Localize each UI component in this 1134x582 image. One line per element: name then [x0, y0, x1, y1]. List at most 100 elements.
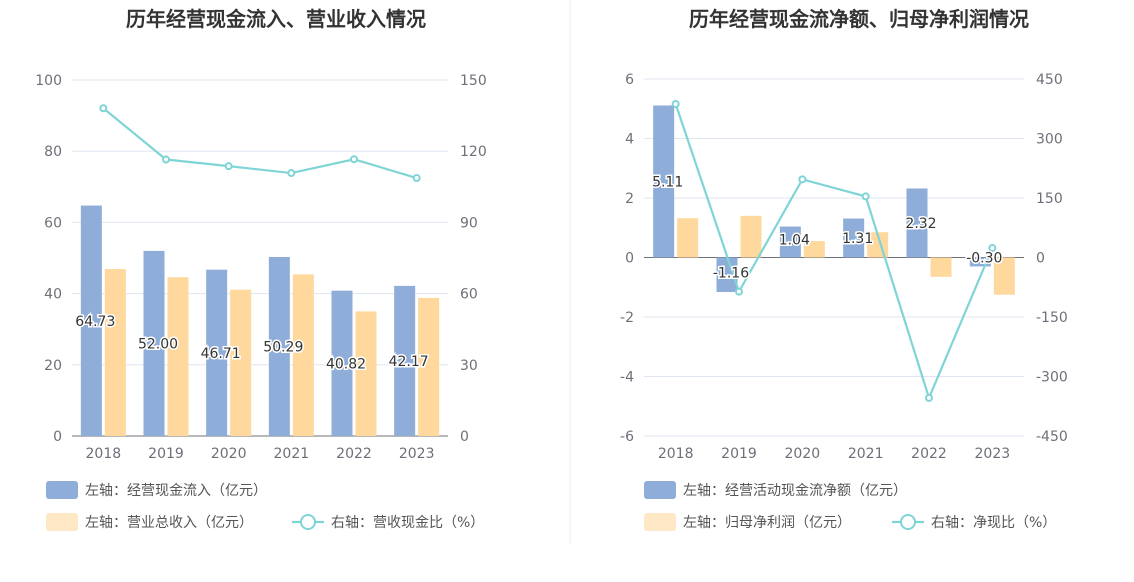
- y-left-tick-label: 60: [44, 215, 62, 231]
- y-right-tick-label: -150: [1036, 310, 1068, 326]
- y-left-tick-label: 0: [53, 429, 62, 445]
- bar-value-label: 42.17: [389, 354, 429, 370]
- legend-label: 右轴：净现比（%）: [931, 515, 1056, 531]
- bar-primary: [206, 269, 228, 436]
- y-left-tick-label: 20: [44, 358, 62, 374]
- line-series: [674, 103, 994, 402]
- y-right-tick-label: 90: [460, 215, 478, 231]
- y-left-tick-label: 6: [625, 72, 634, 88]
- legend-label: 右轴：营收现金比（%）: [331, 515, 484, 531]
- line-point: [99, 104, 108, 113]
- bar-secondary: [104, 269, 126, 436]
- legend-bar-swatch: [644, 513, 676, 531]
- legend-line-marker: [900, 514, 916, 530]
- line-point: [350, 155, 358, 164]
- x-tick-label: 2022: [911, 446, 947, 462]
- x-tick-label: 2023: [399, 446, 435, 462]
- y-right-tick-label: 300: [1036, 132, 1063, 148]
- line-point: [798, 175, 807, 184]
- x-tick-label: 2019: [721, 446, 757, 462]
- bar-value-label: 1.31: [842, 231, 873, 247]
- line-point: [412, 174, 421, 183]
- chart-2: 历年经营现金流净额、归母净利润情况 -6 -4 -2 0 2 4 6 -450 -300 -150 0…: [620, 7, 1068, 531]
- line-point: [287, 169, 296, 178]
- bar-primary: [906, 188, 928, 258]
- line-point: [162, 155, 170, 164]
- y-right-tick-label: 150: [460, 73, 487, 89]
- bar-value-label: 52.00: [138, 336, 178, 352]
- bar-value-label: -1.16: [713, 266, 749, 282]
- bar-primary: [80, 205, 102, 436]
- x-tick-label: 2020: [785, 446, 821, 462]
- bar-secondary: [230, 289, 252, 436]
- bar-primary: [779, 226, 801, 258]
- bar-secondary: [803, 241, 825, 258]
- bar-primary: [969, 257, 991, 267]
- y-left-tick-label: 2: [625, 191, 634, 207]
- bar-primary: [268, 256, 290, 436]
- y-right-tick-label: 0: [1036, 251, 1045, 267]
- bar-secondary: [677, 218, 699, 258]
- bar-primary: [843, 218, 865, 258]
- y-right-tick-label: 150: [1036, 191, 1063, 207]
- legend-label: 左轴：归母净利润（亿元）: [683, 514, 851, 531]
- legend-bar-swatch: [644, 481, 676, 499]
- y-left-tick-label: -4: [620, 370, 634, 386]
- line-point: [671, 99, 680, 108]
- y-left-tick-label: -6: [620, 429, 634, 445]
- line-point: [735, 287, 743, 296]
- legend-line-marker: [300, 514, 316, 530]
- line-point: [861, 192, 870, 201]
- chart-1: 历年经营现金流入、营业收入情况 0 20 40 60 80 100 0 30 60 90 120 150…: [35, 7, 487, 531]
- x-tick-label: 2021: [274, 446, 310, 462]
- bar-secondary: [167, 277, 189, 436]
- bar-secondary: [930, 257, 952, 277]
- bar-secondary: [993, 257, 1015, 295]
- bar-value-label: 1.04: [779, 233, 810, 249]
- x-tick-label: 2018: [658, 446, 694, 462]
- line-point: [925, 393, 933, 402]
- line-series: [102, 107, 417, 180]
- y-right-tick-label: -300: [1036, 370, 1068, 386]
- bar-value-label: 64.73: [75, 314, 115, 330]
- bar-primary: [143, 250, 165, 436]
- chart-title: 历年经营现金流净额、归母净利润情况: [689, 7, 1029, 31]
- bar-primary: [716, 257, 738, 293]
- bar-value-label: 40.82: [326, 356, 366, 372]
- bar-primary: [331, 290, 353, 436]
- line-point: [988, 243, 997, 252]
- legend-bar-swatch: [46, 513, 78, 531]
- x-tick-label: 2021: [848, 446, 884, 462]
- bar-value-label: 46.71: [201, 346, 241, 362]
- bar-value-label: 2.32: [905, 216, 936, 232]
- legend-label: 左轴：营业总收入（亿元）: [85, 515, 253, 531]
- bar-secondary: [355, 311, 377, 436]
- bar-secondary: [292, 274, 314, 436]
- y-left-tick-label: 0: [625, 251, 634, 267]
- line-point: [224, 162, 233, 171]
- y-right-tick-label: 60: [460, 287, 478, 303]
- y-right-tick-label: 30: [460, 358, 478, 374]
- y-left-tick-label: 100: [35, 73, 62, 89]
- x-tick-label: 2022: [336, 446, 372, 462]
- bar-value-label: -0.30: [966, 251, 1002, 267]
- x-tick-label: 2018: [86, 446, 122, 462]
- y-left-tick-label: -2: [620, 310, 634, 326]
- bar-secondary: [740, 215, 762, 258]
- bar-value-label: 50.29: [263, 339, 303, 355]
- legend-label: 左轴：经营活动现金流净额（亿元）: [683, 483, 907, 499]
- y-left-tick-label: 80: [44, 144, 62, 160]
- bar-primary: [394, 285, 416, 436]
- bar-value-label: 5.11: [652, 174, 683, 190]
- bar-primary: [653, 105, 675, 258]
- y-right-tick-label: 120: [460, 144, 487, 160]
- bar-secondary: [418, 297, 440, 436]
- y-right-tick-label: -450: [1036, 429, 1068, 445]
- x-tick-label: 2019: [148, 446, 184, 462]
- y-left-tick-label: 4: [625, 132, 634, 148]
- y-right-tick-label: 0: [460, 429, 469, 445]
- legend-bar-swatch: [46, 481, 78, 499]
- x-tick-label: 2020: [211, 446, 247, 462]
